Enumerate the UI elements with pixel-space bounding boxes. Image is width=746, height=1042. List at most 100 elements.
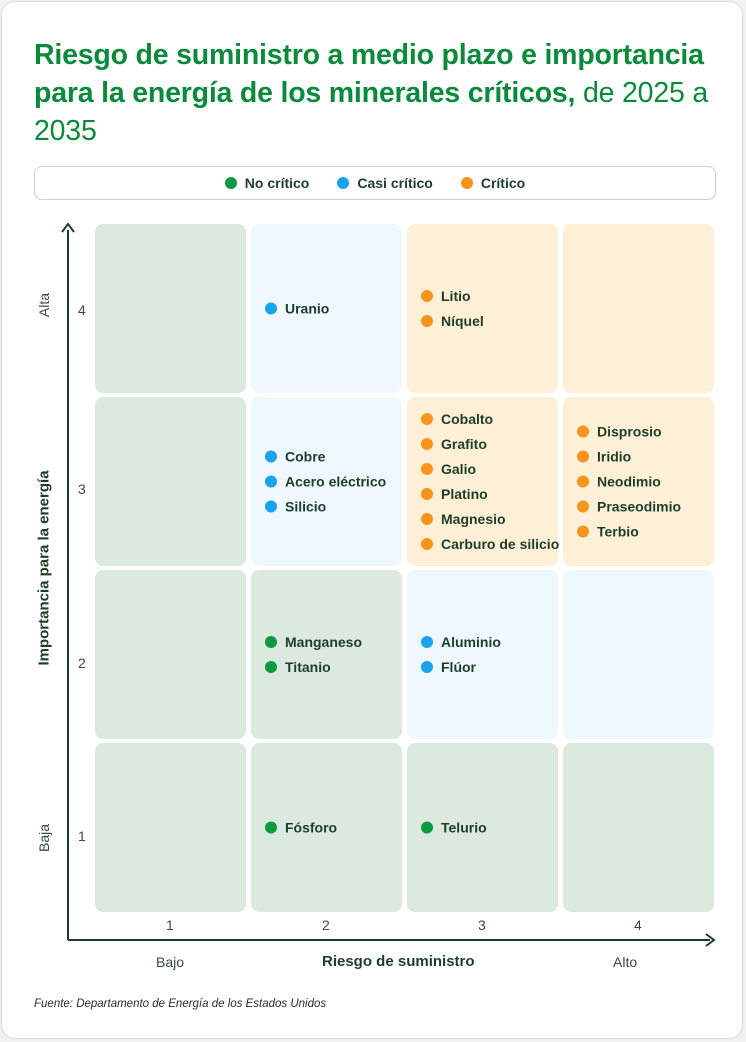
matrix-cell-x2-y3: Cobre Acero eléctrico Silicio xyxy=(251,397,402,566)
mineral-item: Uranio xyxy=(265,296,396,321)
y-tick-label: 3 xyxy=(78,481,86,497)
mineral-label: Uranio xyxy=(285,300,330,317)
matrix-cell-x1-y3 xyxy=(95,397,246,566)
mineral-label: Aluminio xyxy=(441,634,501,650)
matrix-cell-x1-y2 xyxy=(95,570,246,739)
mineral-item: Iridio xyxy=(577,444,708,469)
chart-title: Riesgo de suministro a medio plazo e imp… xyxy=(34,39,708,147)
mineral-item: Grafito xyxy=(421,432,552,457)
matrix-cell-x2-y4: Uranio xyxy=(251,224,402,393)
matrix-cell-x3-y4: Litio Níquel xyxy=(407,224,558,393)
matrix-cell-x3-y3: Cobalto Grafito Galio Platino Magnesio Carbur… xyxy=(407,397,559,566)
mineral-dot xyxy=(265,302,277,315)
mineral-label: Praseodimio xyxy=(597,498,682,515)
mineral-item: Titanio xyxy=(265,655,396,680)
matrix-cell-x2-y2: Manganeso Titanio xyxy=(251,570,402,739)
legend-dot-critico xyxy=(460,177,473,189)
matrix-cell-x4-y2 xyxy=(563,570,714,739)
mineral-label: Carburo de silicio xyxy=(441,536,560,552)
mineral-dot xyxy=(265,636,277,648)
mineral-dot xyxy=(265,661,277,673)
mineral-item: Manganeso xyxy=(265,630,396,655)
mineral-item: Litio xyxy=(421,284,552,309)
cell-item-list: Cobre Acero eléctrico Silicio xyxy=(265,444,396,519)
mineral-dot xyxy=(421,488,433,500)
mineral-label: Terbio xyxy=(597,523,639,540)
cell-item-list: Manganeso Titanio xyxy=(265,630,396,680)
mineral-label: Iridio xyxy=(597,448,632,465)
legend: No crítico Casi crítico Crítico xyxy=(34,166,716,200)
mineral-label: Manganeso xyxy=(285,634,363,650)
mineral-label: Telurio xyxy=(441,819,487,836)
mineral-item: Praseodimio xyxy=(577,494,708,519)
legend-item-casi-critico: Casi crítico xyxy=(337,175,433,191)
cell-item-list: Telurio xyxy=(421,815,552,840)
mineral-label: Flúor xyxy=(441,659,476,675)
mineral-dot xyxy=(577,425,589,438)
matrix-cell-x2-y1: Fósforo xyxy=(251,743,402,912)
x-tick-label: 4 xyxy=(634,917,642,933)
mineral-label: Grafito xyxy=(441,436,487,452)
mineral-item: Platino xyxy=(421,482,552,507)
mineral-label: Neodimio xyxy=(597,473,661,490)
matrix-cell-x1-y4 xyxy=(95,224,246,393)
mineral-dot xyxy=(421,315,433,327)
mineral-dot xyxy=(421,290,433,302)
mineral-dot xyxy=(265,500,277,513)
x-axis-low-label: Bajo xyxy=(156,954,185,970)
legend-item-no-critico: No crítico xyxy=(224,175,310,191)
mineral-dot xyxy=(421,513,433,525)
mineral-dot xyxy=(577,525,589,538)
cell-item-list: Fósforo xyxy=(265,815,396,840)
matrix-cell-x4-y1 xyxy=(563,743,714,912)
x-tick-label: 2 xyxy=(322,917,330,933)
mineral-item: Neodimio xyxy=(577,469,708,494)
mineral-label: Acero eléctrico xyxy=(285,473,387,490)
cell-item-list: Disprosio Iridio Neodimio Praseodimio Terbio xyxy=(577,419,708,544)
legend-label: Casi crítico xyxy=(357,175,433,191)
x-axis-title: Riesgo de suministro xyxy=(322,953,475,970)
mineral-label: Fósforo xyxy=(285,819,338,836)
mineral-dot xyxy=(421,636,433,648)
mineral-label: Silicio xyxy=(285,498,327,515)
mineral-item: Silicio xyxy=(265,494,396,519)
mineral-label: Platino xyxy=(441,486,488,502)
source-note: Fuente: Departamento de Energía de los E… xyxy=(34,998,327,1010)
mineral-dot xyxy=(421,438,433,450)
mineral-item: Níquel xyxy=(421,309,552,334)
y-tick-label: 4 xyxy=(78,302,86,318)
mineral-item: Fósforo xyxy=(265,815,396,840)
mineral-label: Cobre xyxy=(285,448,326,465)
mineral-label: Cobalto xyxy=(441,411,494,427)
y-tick-label: 2 xyxy=(78,655,86,671)
mineral-item: Terbio xyxy=(577,519,708,544)
mineral-label: Magnesio xyxy=(441,511,506,527)
mineral-dot xyxy=(421,661,433,673)
mineral-label: Titanio xyxy=(285,659,331,675)
mineral-label: Disprosio xyxy=(597,423,662,440)
matrix-cell-x1-y1 xyxy=(95,743,246,912)
mineral-item: Carburo de silicio xyxy=(421,532,559,557)
mineral-dot xyxy=(577,450,589,463)
x-axis-arrow xyxy=(705,933,716,947)
mineral-item: Aluminio xyxy=(421,630,552,655)
mineral-dot xyxy=(421,463,433,475)
mineral-item: Telurio xyxy=(421,815,552,840)
cell-item-list: Uranio xyxy=(265,296,396,321)
mineral-item: Acero eléctrico xyxy=(265,469,396,494)
x-tick-label: 3 xyxy=(478,917,486,933)
mineral-item: Cobre xyxy=(265,444,396,469)
x-tick-label: 1 xyxy=(166,917,174,933)
cell-item-list: Cobalto Grafito Galio Platino Magnesio Carbur… xyxy=(421,407,559,557)
legend-item-critico: Crítico xyxy=(460,175,526,191)
mineral-dot xyxy=(577,500,589,513)
mineral-item: Galio xyxy=(421,457,552,482)
legend-label: No crítico xyxy=(244,175,310,191)
y-axis-arrow xyxy=(61,222,75,233)
cell-item-list: Aluminio Flúor xyxy=(421,630,552,680)
legend-label: Crítico xyxy=(480,175,526,191)
y-axis-low-label: Baja xyxy=(36,823,52,853)
matrix-cell-x3-y1: Telurio xyxy=(407,743,558,912)
